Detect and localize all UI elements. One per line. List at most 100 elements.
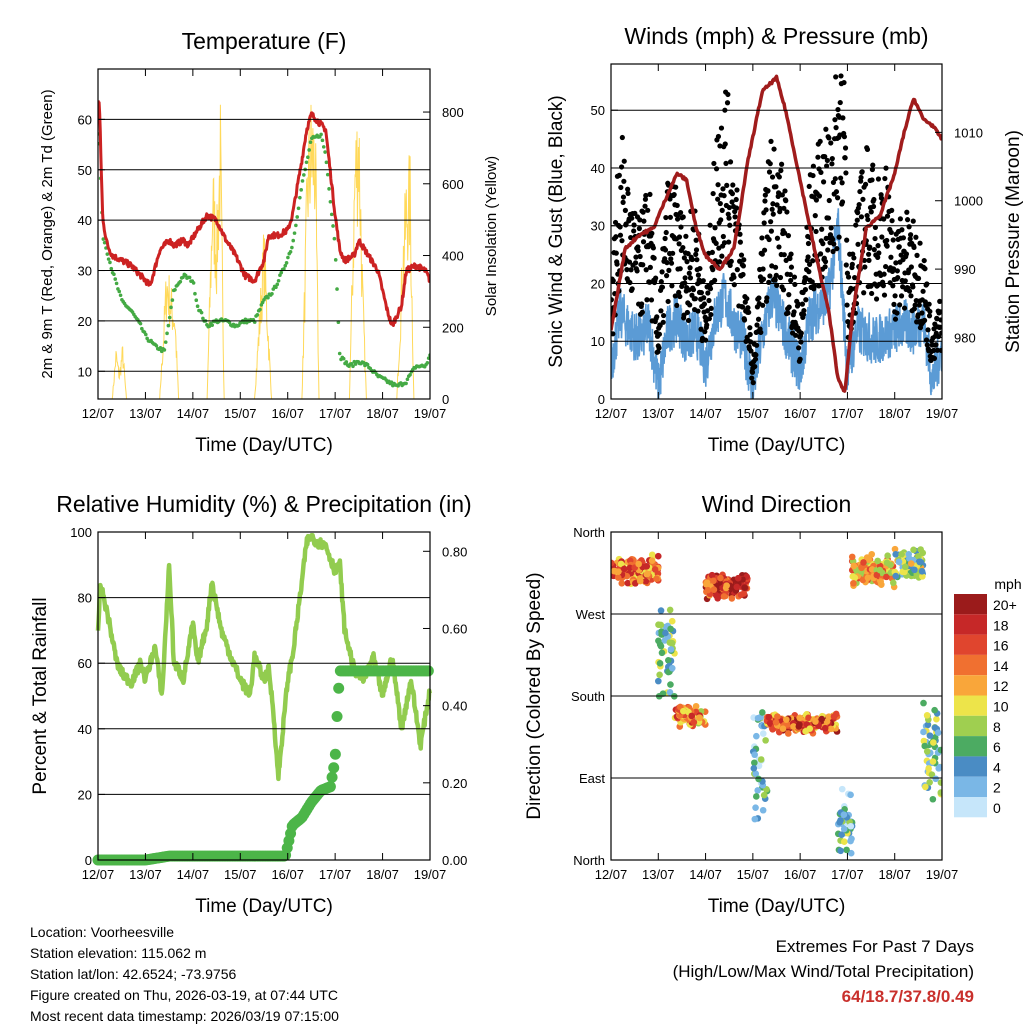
direction-point — [766, 720, 774, 727]
gust-point — [772, 264, 779, 270]
direction-point — [668, 617, 676, 625]
direction-point — [654, 552, 662, 560]
x-tick-label: 13/07 — [642, 406, 675, 421]
gust-point — [880, 283, 886, 289]
gust-point — [875, 176, 882, 182]
dewpoint-point — [138, 321, 143, 326]
gust-point — [831, 241, 837, 247]
gust-point — [658, 308, 664, 314]
gust-point — [726, 239, 732, 245]
dewpoint-point — [102, 240, 107, 245]
gust-point — [801, 307, 807, 314]
gust-point — [674, 302, 680, 309]
gust-point — [656, 331, 663, 337]
direction-point — [843, 846, 850, 854]
direction-point — [668, 664, 676, 672]
direction-point — [620, 565, 628, 573]
gust-point — [701, 295, 707, 301]
gust-point — [637, 217, 643, 223]
direction-point — [827, 725, 835, 733]
gust-point — [761, 220, 767, 226]
gust-point — [704, 308, 711, 314]
gust-point — [923, 337, 930, 343]
direction-point — [734, 574, 742, 582]
gust-point — [635, 248, 641, 254]
y-tick-label: North — [573, 525, 605, 540]
gust-point — [868, 283, 874, 289]
gust-point — [617, 232, 624, 238]
legend-swatch — [954, 695, 987, 716]
gust-point — [769, 206, 775, 212]
dewpoint-point — [154, 343, 159, 348]
gust-point — [715, 133, 722, 140]
direction-point — [704, 586, 712, 594]
gust-point — [798, 330, 804, 336]
y2-tick-label: 0.20 — [442, 776, 467, 791]
gust-point — [764, 295, 770, 301]
gust-point — [869, 290, 875, 297]
x-axis-label: Time (Day/UTC) — [195, 896, 333, 917]
x-tick-label: 17/07 — [831, 406, 864, 421]
gust-point — [876, 250, 882, 256]
gust-point — [754, 322, 760, 328]
gust-point — [834, 195, 841, 201]
gust-point — [893, 260, 899, 266]
direction-point — [690, 718, 698, 726]
dewpoint-point — [109, 266, 114, 271]
gust-point — [892, 316, 899, 322]
gust-point — [620, 194, 627, 200]
extremes-values: 64/18.7/37.8/0.49 — [841, 987, 974, 1006]
direction-point — [667, 646, 675, 653]
direction-point — [925, 765, 932, 772]
gust-point — [895, 274, 901, 281]
gust-point — [662, 256, 668, 262]
direction-point — [774, 713, 781, 720]
x-tick-label: 17/07 — [319, 406, 352, 421]
gust-point — [871, 196, 877, 203]
gust-point — [787, 255, 793, 262]
gust-point — [806, 269, 812, 275]
x-tick-label: 15/07 — [224, 406, 257, 421]
direction-point — [838, 785, 846, 793]
x-tick-label: 16/07 — [271, 867, 304, 882]
precip-point — [422, 665, 434, 677]
gust-point — [718, 217, 724, 223]
gust-point — [700, 278, 706, 284]
direction-point — [937, 746, 942, 754]
gust-point — [687, 275, 694, 281]
gust-point — [763, 207, 769, 213]
y2-tick-label: 0.60 — [442, 621, 467, 636]
gust-point — [625, 186, 631, 192]
gust-point — [626, 259, 633, 265]
extremes-subtitle: (High/Low/Max Wind/Total Precipitation) — [672, 962, 974, 981]
gust-point — [693, 237, 699, 243]
dewpoint-point — [286, 255, 290, 260]
gust-point — [669, 283, 675, 289]
gust-point — [740, 271, 746, 278]
y2-axis-label: Station Pressure (Maroon) — [1003, 130, 1024, 353]
precip-point — [331, 710, 343, 722]
gust-point — [807, 261, 813, 267]
gust-point — [632, 260, 639, 266]
direction-point — [750, 765, 758, 772]
gust-point — [805, 240, 812, 247]
direction-point — [779, 725, 787, 733]
direction-point — [666, 639, 674, 646]
gust-point — [713, 166, 720, 172]
gust-point — [866, 257, 872, 263]
direction-point — [892, 572, 900, 580]
gust-point — [766, 279, 772, 285]
gust-point — [853, 222, 859, 228]
gust-point — [822, 154, 828, 160]
direction-point — [667, 681, 674, 688]
dewpoint-point — [106, 257, 111, 261]
dewpoint-point — [283, 263, 288, 268]
gust-point — [908, 232, 914, 238]
gust-point — [706, 297, 712, 304]
gust-point — [710, 190, 716, 197]
gust-point — [913, 234, 919, 240]
gust-point — [938, 317, 942, 323]
precip-point — [329, 748, 341, 760]
gust-point — [844, 237, 850, 243]
gust-point — [698, 326, 704, 332]
